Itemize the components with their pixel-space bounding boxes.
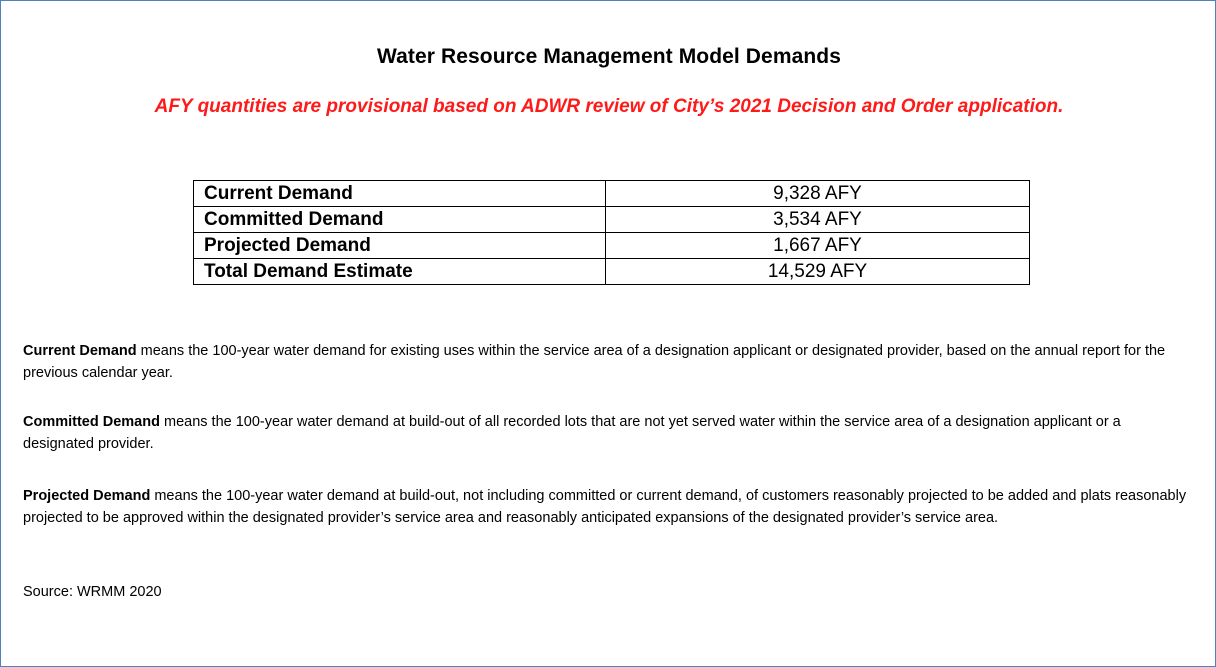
definition-text: means the 100-year water demand for exis… bbox=[23, 343, 1166, 381]
definition-term: Current Demand bbox=[23, 343, 137, 359]
demand-table: Current Demand 9,328 AFY Committed Demand 3… bbox=[193, 180, 1030, 285]
row-value: 1,667 AFY bbox=[605, 232, 1030, 259]
definition-term: Committed Demand bbox=[23, 414, 160, 430]
table-row: Total Demand Estimate 14,529 AFY bbox=[193, 258, 1030, 285]
subtitle: AFY quantities are provisional based on … bbox=[154, 96, 1064, 117]
definition-term: Projected Demand bbox=[23, 488, 151, 504]
row-value: 9,328 AFY bbox=[605, 180, 1030, 207]
source: Source: WRMM 2020 bbox=[23, 584, 162, 600]
definition: Projected Demand means the 100-year wate… bbox=[23, 485, 1198, 529]
row-label: Committed Demand bbox=[193, 206, 606, 233]
row-label: Projected Demand bbox=[193, 232, 606, 259]
table-row: Current Demand 9,328 AFY bbox=[193, 180, 1030, 207]
definition-text: means the 100-year water demand at build… bbox=[23, 414, 1121, 452]
title: Water Resource Management Model Demands bbox=[376, 45, 842, 68]
row-value: 3,534 AFY bbox=[605, 206, 1030, 233]
row-label: Current Demand bbox=[193, 180, 606, 207]
definition: Current Demand means the 100-year water … bbox=[23, 340, 1216, 384]
table-row: Committed Demand 3,534 AFY bbox=[193, 206, 1030, 233]
row-value: 14,529 AFY bbox=[605, 258, 1030, 285]
definition: Committed Demand means the 100-year wate… bbox=[23, 411, 1143, 455]
definition-text: means the 100-year water demand at build… bbox=[23, 488, 1187, 526]
row-label: Total Demand Estimate bbox=[193, 258, 606, 285]
table-row: Projected Demand 1,667 AFY bbox=[193, 232, 1030, 259]
